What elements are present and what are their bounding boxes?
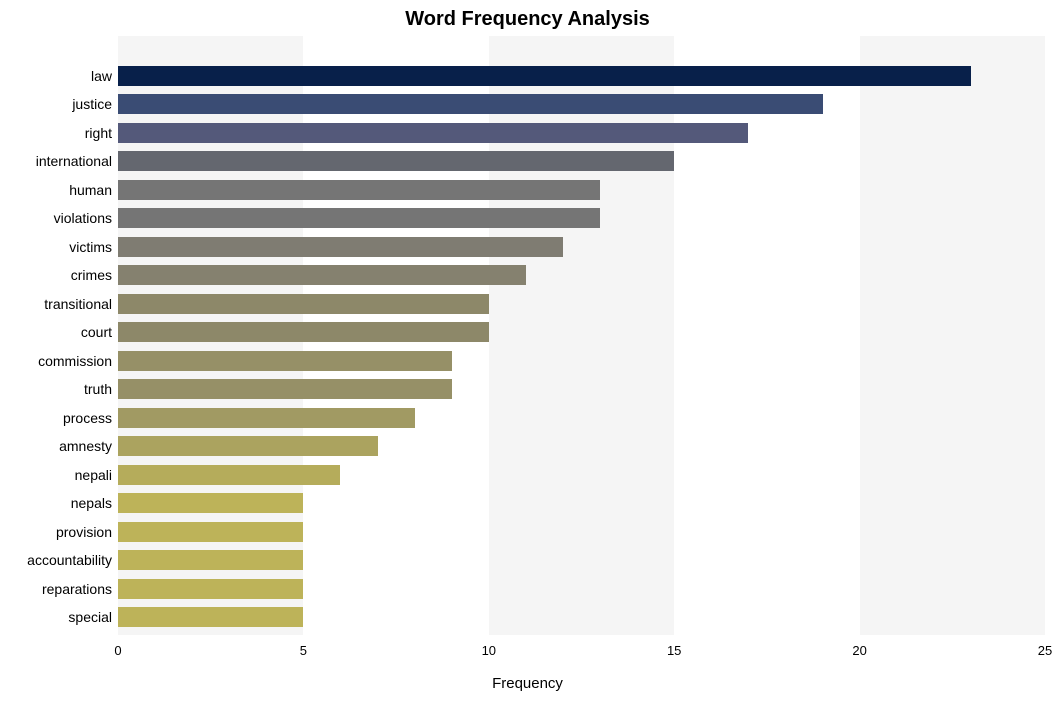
chart-title: Word Frequency Analysis: [0, 8, 1055, 31]
y-axis-tick-label: commission: [38, 353, 112, 369]
y-axis-tick-label: right: [85, 125, 112, 141]
plot-area: [118, 36, 1045, 635]
y-axis-tick-label: international: [36, 153, 112, 169]
bar: [118, 579, 303, 599]
bar-row: [118, 465, 1045, 485]
bar-row: [118, 151, 1045, 171]
bar: [118, 408, 415, 428]
y-axis-tick-label: amnesty: [59, 438, 112, 454]
bar-row: [118, 265, 1045, 285]
y-axis-tick-label: nepals: [71, 495, 112, 511]
bar: [118, 550, 303, 570]
word-frequency-chart: Word Frequency Analysis law justice right i…: [0, 0, 1055, 701]
bar-row: [118, 436, 1045, 456]
y-axis-tick-label: nepali: [75, 467, 112, 483]
bar-row: [118, 322, 1045, 342]
bar: [118, 465, 340, 485]
bar-row: [118, 607, 1045, 627]
y-axis-tick-label: truth: [84, 381, 112, 397]
bar-row: [118, 579, 1045, 599]
bar: [118, 66, 971, 86]
y-axis-tick-label: crimes: [71, 267, 112, 283]
bar-row: [118, 123, 1045, 143]
bar: [118, 322, 489, 342]
y-axis-tick-label: transitional: [44, 296, 112, 312]
bar: [118, 294, 489, 314]
y-axis-tick-label: court: [81, 324, 112, 340]
bar: [118, 379, 452, 399]
bar-row: [118, 351, 1045, 371]
x-axis-tick-label: 5: [300, 643, 307, 658]
bar-row: [118, 94, 1045, 114]
y-axis-tick-label: law: [91, 68, 112, 84]
bar-row: [118, 493, 1045, 513]
bar: [118, 436, 378, 456]
bar: [118, 351, 452, 371]
bar: [118, 208, 600, 228]
bar-row: [118, 408, 1045, 428]
bar-row: [118, 522, 1045, 542]
bar: [118, 522, 303, 542]
bar: [118, 237, 563, 257]
bar-row: [118, 66, 1045, 86]
bar-row: [118, 208, 1045, 228]
y-axis-tick-label: victims: [69, 239, 112, 255]
bar-row: [118, 379, 1045, 399]
y-axis-tick-label: provision: [56, 524, 112, 540]
y-axis-tick-label: process: [63, 410, 112, 426]
bar: [118, 94, 823, 114]
y-axis-tick-label: human: [69, 182, 112, 198]
x-axis-tick-label: 10: [482, 643, 496, 658]
bar: [118, 180, 600, 200]
bar-row: [118, 550, 1045, 570]
y-axis-tick-label: reparations: [42, 581, 112, 597]
x-axis-tick-label: 25: [1038, 643, 1052, 658]
bar: [118, 493, 303, 513]
x-axis-tick-label: 20: [852, 643, 866, 658]
bar: [118, 607, 303, 627]
bar: [118, 265, 526, 285]
y-axis-tick-label: accountability: [27, 552, 112, 568]
x-axis-tick-label: 0: [114, 643, 121, 658]
bar-row: [118, 180, 1045, 200]
y-axis-tick-label: violations: [54, 210, 112, 226]
bar-row: [118, 237, 1045, 257]
y-axis-tick-label: justice: [72, 96, 112, 112]
bar-row: [118, 294, 1045, 314]
x-axis-tick-label: 15: [667, 643, 681, 658]
bar: [118, 123, 748, 143]
y-axis-tick-label: special: [68, 609, 112, 625]
bar: [118, 151, 674, 171]
x-axis-label: Frequency: [0, 675, 1055, 692]
